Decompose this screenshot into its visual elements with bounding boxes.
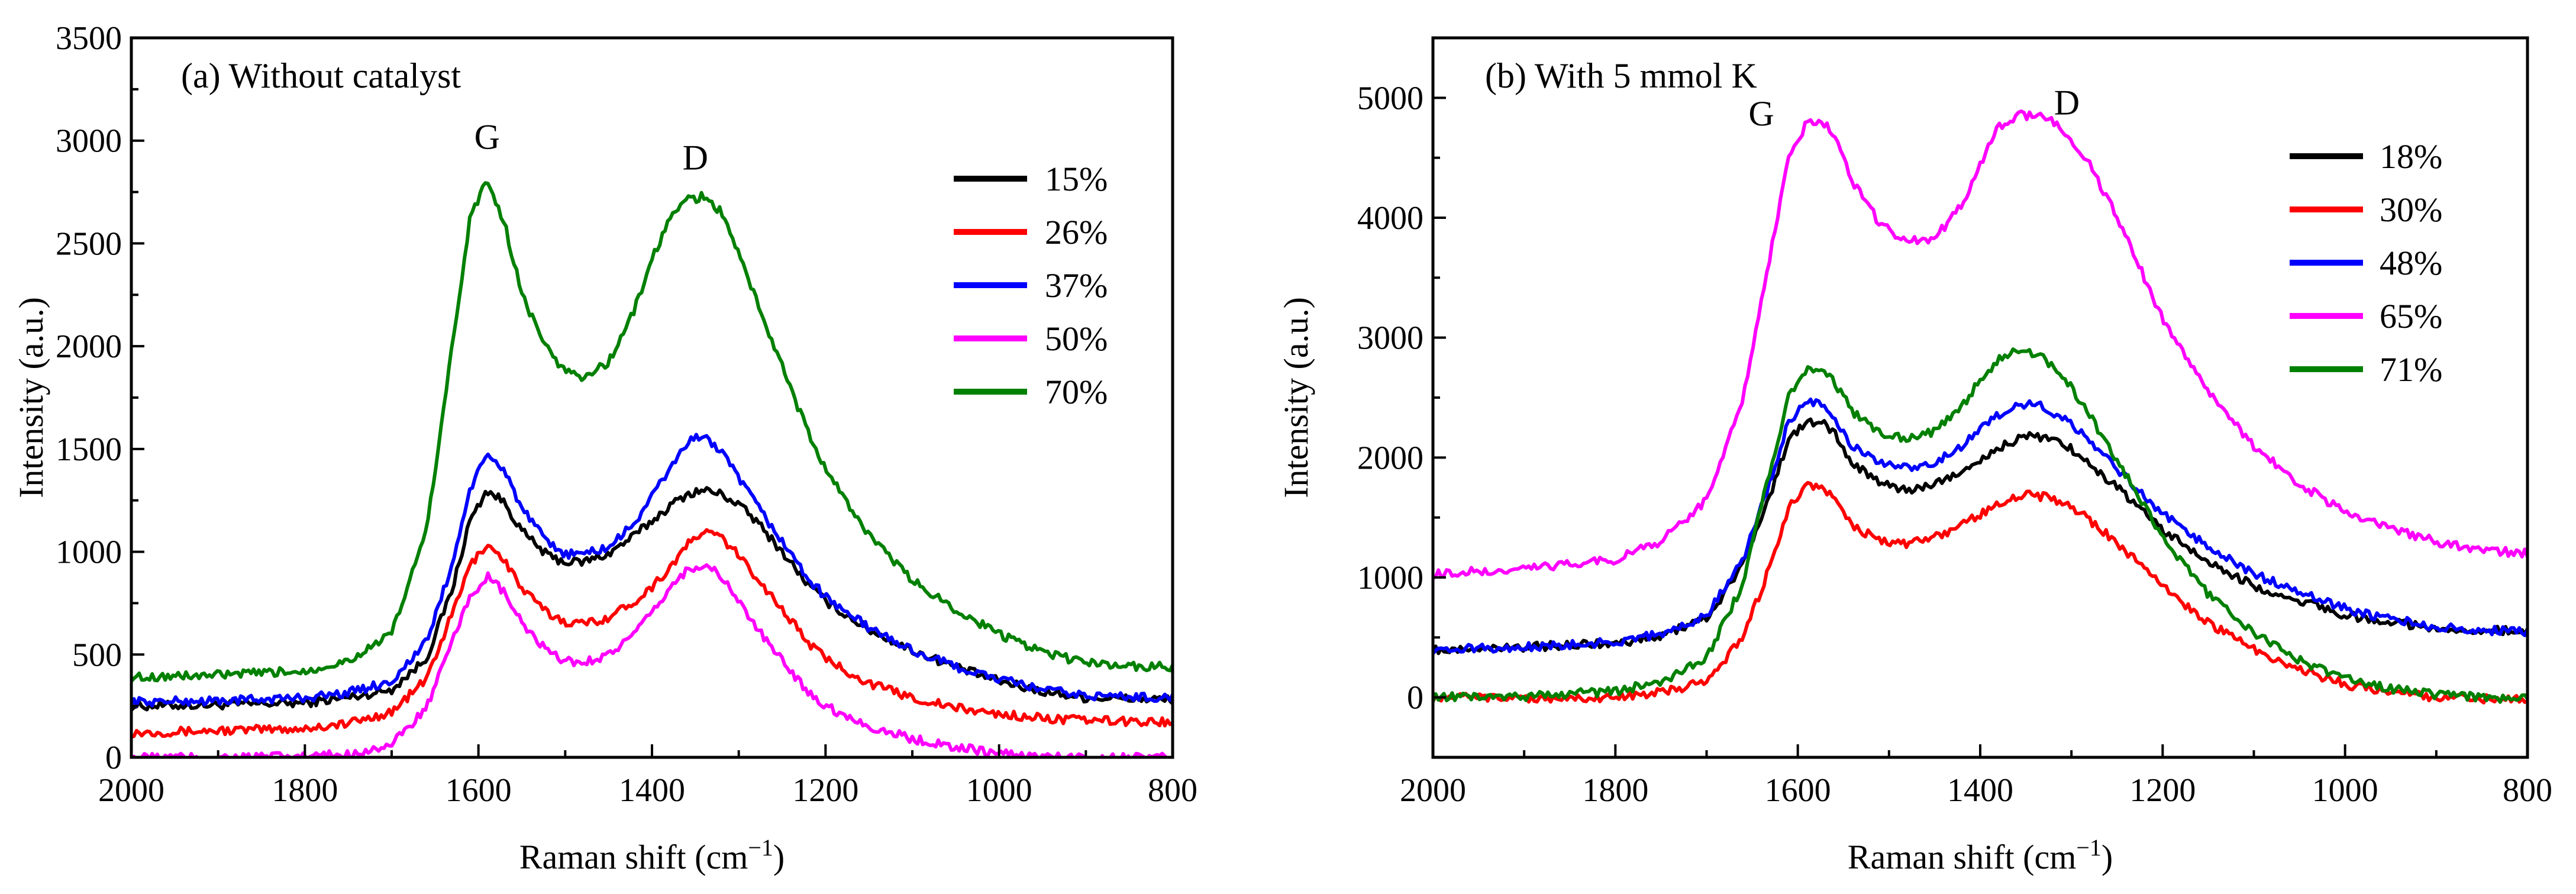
series-line-70%	[131, 181, 1173, 683]
panel-a-frame	[130, 36, 1174, 759]
y-tick-label: 5000	[1357, 80, 1423, 117]
legend-label: 50%	[1045, 319, 1108, 358]
panel-b: 2000 1800 1600 1400 1200 1000 800 0 1000 2000 3000…	[1277, 36, 2552, 876]
y-tick-label: 2000	[56, 328, 122, 365]
legend-label: 37%	[1045, 266, 1108, 305]
x-tick-label: 1600	[1765, 772, 1831, 809]
x-tick-label: 1800	[272, 772, 338, 809]
panel-b-x-axis-title: Raman shift (cm−1)	[1848, 834, 2113, 876]
y-tick-label: 1500	[56, 431, 122, 468]
legend-label: 30%	[2380, 191, 2442, 229]
x-tick-label: 800	[1148, 772, 1197, 809]
legend-entry: 50%	[954, 319, 1108, 358]
panel-a-x-axis-title-sup: −1	[748, 834, 773, 861]
x-tick-label: 1200	[792, 772, 858, 809]
y-tick-label: 0	[1407, 680, 1423, 717]
panel-a-x-axis-title-end: )	[773, 838, 785, 876]
panel-b-x-axis-title-end: )	[2102, 838, 2113, 876]
y-tick-label: 3000	[56, 123, 122, 160]
legend-entry: 37%	[954, 266, 1108, 305]
legend-entry: 65%	[2290, 297, 2442, 335]
legend-entry: 30%	[2290, 191, 2442, 229]
x-tick-label: 1400	[1947, 772, 2013, 809]
panel-a-x-axis-title-main: Raman shift (cm	[519, 838, 748, 876]
legend-label: 18%	[2380, 137, 2442, 176]
panel-a-legend: 15% 26% 37% 50% 70%	[954, 160, 1108, 411]
panel-b-plot-area	[1433, 109, 2527, 705]
series-line-26%	[131, 528, 1173, 739]
x-tick-label: 2000	[98, 772, 164, 809]
y-tick-label: 3000	[1357, 320, 1423, 357]
x-tick-label: 1200	[2129, 772, 2196, 809]
legend-label: 15%	[1045, 160, 1108, 198]
legend-label: 48%	[2380, 244, 2442, 282]
x-tick-label: 2000	[1400, 772, 1466, 809]
y-tick-label: 1000	[1357, 560, 1423, 596]
panel-b-legend: 18% 30% 48% 65% 71%	[2290, 137, 2442, 389]
legend-entry: 48%	[2290, 244, 2442, 282]
panel-b-y-axis-title: Intensity (a.u.)	[1277, 297, 1315, 498]
legend-entry: 18%	[2290, 137, 2442, 176]
legend-label: 71%	[2380, 350, 2442, 389]
panel-a-annotation-d: D	[683, 138, 708, 177]
panel-a: 2000 1800 1600 1400 1200 1000 800 0 500 1000 1500 2…	[12, 20, 1197, 876]
panel-a-series-group	[131, 181, 1173, 757]
y-tick-label: 2000	[1357, 440, 1423, 476]
legend-entry: 26%	[954, 213, 1108, 251]
x-tick-label: 1600	[446, 772, 512, 809]
panel-a-x-axis-title: Raman shift (cm−1)	[519, 834, 785, 876]
panel-b-annotation-g: G	[1748, 94, 1774, 133]
panel-a-plot-area	[131, 181, 1173, 757]
series-line-37%	[131, 433, 1173, 708]
panel-a-annotation-g: G	[474, 118, 500, 157]
x-tick-label: 800	[2503, 772, 2552, 809]
panel-a-title: (a) Without catalyst	[181, 56, 461, 95]
x-tick-label: 1400	[619, 772, 685, 809]
series-line-48%	[1433, 397, 2527, 655]
y-tick-label: 1000	[56, 534, 122, 571]
panel-a-y-axis-title: Intensity (a.u.)	[12, 297, 50, 498]
panel-b-series-group	[1433, 109, 2527, 705]
series-line-15%	[131, 486, 1173, 712]
y-tick-label: 2500	[56, 225, 122, 262]
legend-entry: 15%	[954, 160, 1108, 198]
y-tick-label: 4000	[1357, 200, 1423, 237]
x-tick-label: 1800	[1582, 772, 1648, 809]
panel-b-x-axis-title-main: Raman shift (cm	[1848, 838, 2077, 876]
panel-a-ticks: 2000 1800 1600 1400 1200 1000 800 0 500 1000 1500 2…	[56, 20, 1197, 809]
panel-b-x-axis-title-sup: −1	[2076, 834, 2102, 861]
y-tick-label: 500	[72, 637, 122, 673]
series-line-65%	[1433, 109, 2527, 580]
panel-b-ticks: 2000 1800 1600 1400 1200 1000 800 0 1000 2000 3000…	[1357, 80, 2552, 809]
legend-label: 26%	[1045, 213, 1108, 251]
y-tick-label: 3500	[56, 20, 122, 57]
panel-b-title: (b) With 5 mmol K	[1485, 56, 1757, 95]
y-tick-label: 0	[105, 740, 122, 776]
series-line-30%	[1433, 480, 2527, 705]
series-line-18%	[1433, 417, 2527, 656]
series-line-71%	[1433, 347, 2527, 704]
x-tick-label: 1000	[966, 772, 1032, 809]
legend-label: 65%	[2380, 297, 2442, 335]
x-tick-label: 1000	[2312, 772, 2378, 809]
panel-b-annotation-d: D	[2054, 83, 2080, 122]
legend-label: 70%	[1045, 373, 1108, 411]
panel-b-frame	[1431, 36, 2529, 759]
legend-entry: 70%	[954, 373, 1108, 411]
legend-entry: 71%	[2290, 350, 2442, 389]
